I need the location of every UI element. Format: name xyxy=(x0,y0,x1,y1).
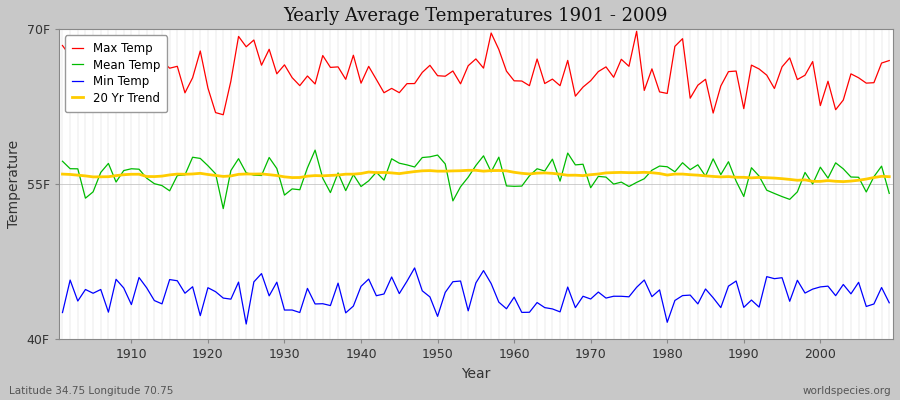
Mean Temp xyxy=(57,159,68,164)
Max Temp xyxy=(218,112,229,117)
Line: Max Temp: Max Temp xyxy=(62,31,889,115)
Max Temp xyxy=(508,78,519,83)
Max Temp xyxy=(57,43,68,48)
X-axis label: Year: Year xyxy=(461,367,491,381)
20 Yr Trend xyxy=(118,172,129,177)
Legend: Max Temp, Mean Temp, Min Temp, 20 Yr Trend: Max Temp, Mean Temp, Min Temp, 20 Yr Tre… xyxy=(65,35,167,112)
Min Temp xyxy=(517,310,527,315)
Max Temp xyxy=(294,83,305,88)
20 Yr Trend xyxy=(608,170,619,175)
Mean Temp xyxy=(348,172,359,177)
Min Temp xyxy=(294,310,305,315)
20 Yr Trend xyxy=(463,168,473,173)
Line: 20 Yr Trend: 20 Yr Trend xyxy=(62,170,889,182)
Max Temp xyxy=(608,75,619,80)
Mean Temp xyxy=(524,174,535,178)
20 Yr Trend xyxy=(517,171,527,176)
20 Yr Trend xyxy=(287,175,298,180)
Line: Min Temp: Min Temp xyxy=(62,268,889,324)
20 Yr Trend xyxy=(838,179,849,184)
20 Yr Trend xyxy=(57,172,68,176)
Min Temp xyxy=(616,294,626,299)
Max Temp xyxy=(884,58,895,63)
Max Temp xyxy=(517,79,527,84)
Min Temp xyxy=(524,310,535,315)
Min Temp xyxy=(118,286,129,290)
Min Temp xyxy=(57,310,68,315)
Mean Temp xyxy=(310,148,320,152)
20 Yr Trend xyxy=(333,173,344,178)
Min Temp xyxy=(241,322,252,326)
Mean Temp xyxy=(517,184,527,188)
Max Temp xyxy=(340,77,351,82)
Y-axis label: Temperature: Temperature xyxy=(7,140,21,228)
Min Temp xyxy=(884,300,895,305)
Min Temp xyxy=(340,310,351,315)
Text: worldspecies.org: worldspecies.org xyxy=(803,386,891,396)
Min Temp xyxy=(410,266,420,270)
20 Yr Trend xyxy=(884,174,895,179)
Mean Temp xyxy=(616,180,626,184)
Text: Latitude 34.75 Longitude 70.75: Latitude 34.75 Longitude 70.75 xyxy=(9,386,174,396)
Mean Temp xyxy=(884,191,895,196)
Title: Yearly Average Temperatures 1901 - 2009: Yearly Average Temperatures 1901 - 2009 xyxy=(284,7,668,25)
Max Temp xyxy=(118,73,129,78)
Line: Mean Temp: Mean Temp xyxy=(62,150,889,209)
20 Yr Trend xyxy=(508,170,519,175)
Mean Temp xyxy=(294,187,305,192)
Max Temp xyxy=(631,29,642,34)
Mean Temp xyxy=(118,168,129,173)
Mean Temp xyxy=(218,206,229,211)
